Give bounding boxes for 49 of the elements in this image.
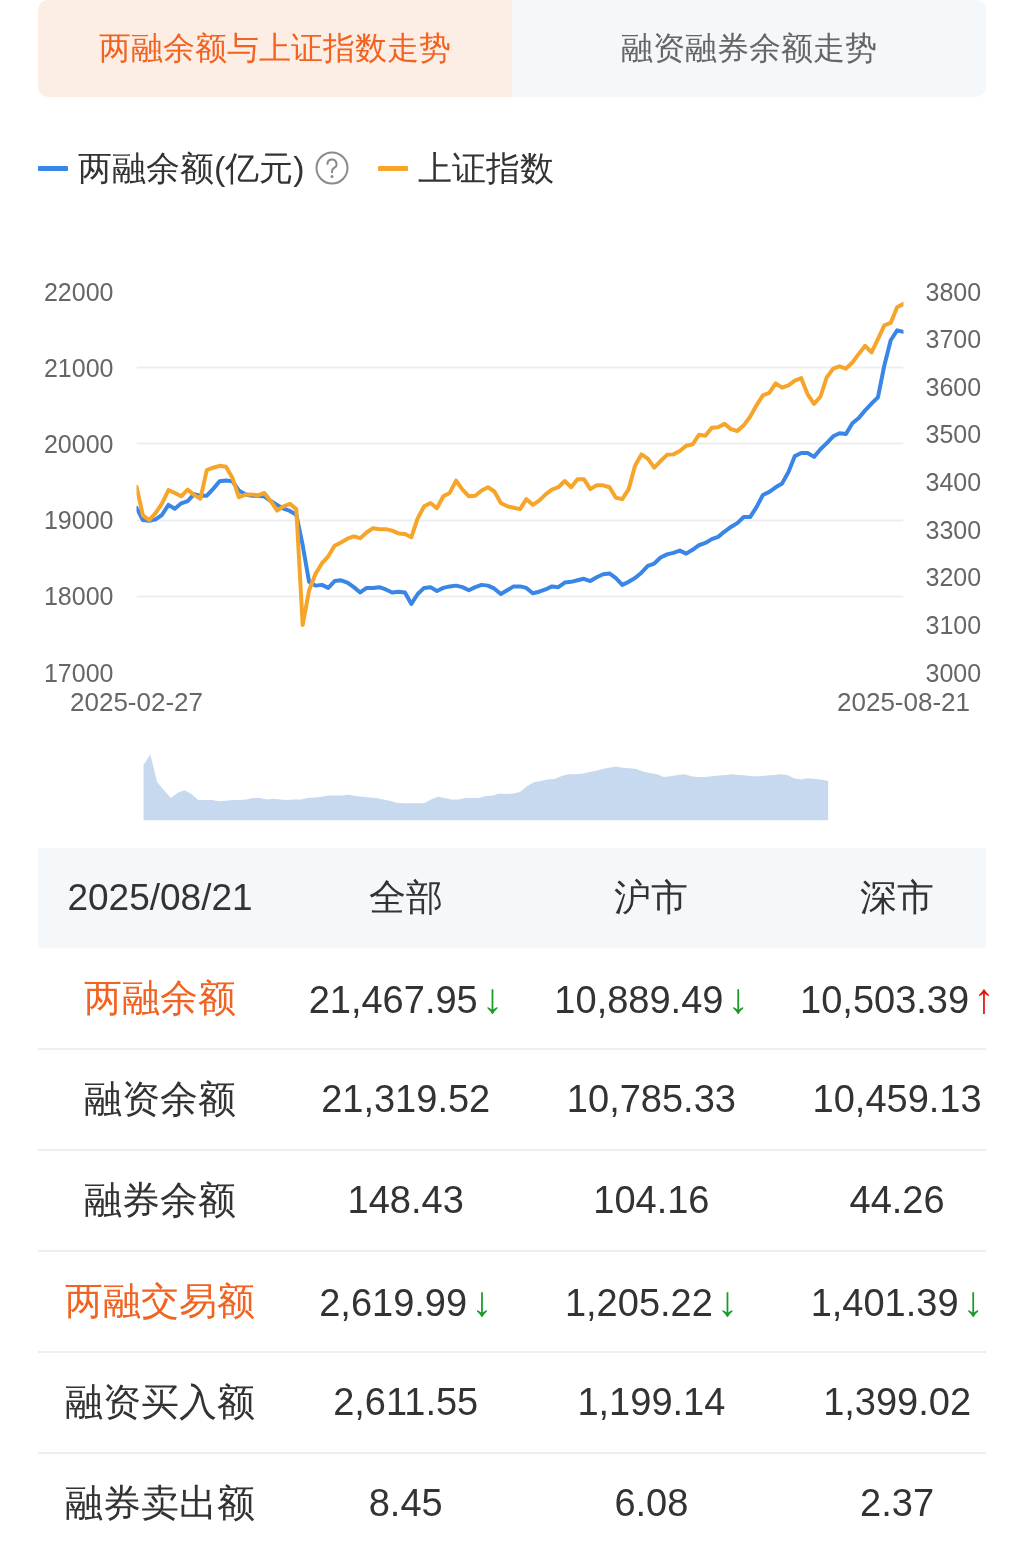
data-label: 1,205.22↓ <box>563 1277 739 1327</box>
data-label: 1,399.02 <box>822 1380 973 1425</box>
data-label: 2,619.99↓ <box>318 1277 494 1327</box>
data-label: 10,889.49↓ <box>553 974 750 1024</box>
category-label: 融资余额 <box>83 1077 237 1122</box>
y2-tick-label: 3700 <box>925 325 982 354</box>
y2-tick-label: 3800 <box>925 277 982 306</box>
x-tick-label: 2025-02-27 <box>70 686 203 717</box>
data-label: 44.26 <box>848 1178 946 1223</box>
y2-tick-label: 3300 <box>925 515 982 544</box>
category-label: 融券余额 <box>83 1178 237 1223</box>
category-label: 两融余额 <box>83 976 237 1021</box>
data-label: 148.43 <box>346 1178 465 1223</box>
data-label: 10,503.39↑ <box>799 974 996 1024</box>
legend-label: 上证指数 <box>417 148 554 188</box>
text: 沪市 <box>613 876 690 920</box>
data-label: 2.37 <box>859 1481 936 1526</box>
legend-label: 两融余额(亿元) <box>78 148 305 188</box>
y-tick-label: 19000 <box>43 506 114 535</box>
data-label: 8.45 <box>367 1481 444 1526</box>
y-tick-label: 18000 <box>43 582 114 611</box>
data-label: 10,459.13 <box>811 1077 983 1122</box>
text: 2025/08/21 <box>66 876 254 920</box>
category-label: 融券卖出额 <box>64 1481 256 1526</box>
x-tick-label: 2025-08-21 <box>837 686 970 717</box>
y-tick-label: 17000 <box>43 658 114 687</box>
category-label: 两融交易额 <box>64 1279 256 1324</box>
text: 全部 <box>367 876 444 920</box>
category-label: 融资买入额 <box>64 1380 256 1425</box>
data-label: 1,199.14 <box>576 1380 727 1425</box>
y2-tick-label: 3600 <box>925 372 982 401</box>
chart-title: 两融余额与上证指数走势 <box>38 0 512 97</box>
data-label: 10,785.33 <box>565 1077 737 1122</box>
data-label: 21,319.52 <box>320 1077 492 1122</box>
y2-tick-label: 3400 <box>925 468 982 496</box>
data-label: 1,401.39↓ <box>809 1277 985 1327</box>
y-tick-label: 21000 <box>43 353 114 382</box>
y2-tick-label: 3000 <box>925 658 982 687</box>
text: 融资融券余额走势 <box>512 0 986 97</box>
y-tick-label: 20000 <box>43 429 114 458</box>
text: 深市 <box>859 876 936 920</box>
data-label: 104.16 <box>592 1178 711 1223</box>
y2-tick-label: 3500 <box>925 420 982 449</box>
y2-tick-label: 3100 <box>925 610 982 639</box>
data-label: 2,611.55 <box>332 1380 480 1425</box>
y2-tick-label: 3200 <box>925 563 982 592</box>
data-label: 21,467.95↓ <box>307 974 504 1024</box>
y-tick-label: 22000 <box>43 277 114 306</box>
data-label: 6.08 <box>613 1481 690 1526</box>
